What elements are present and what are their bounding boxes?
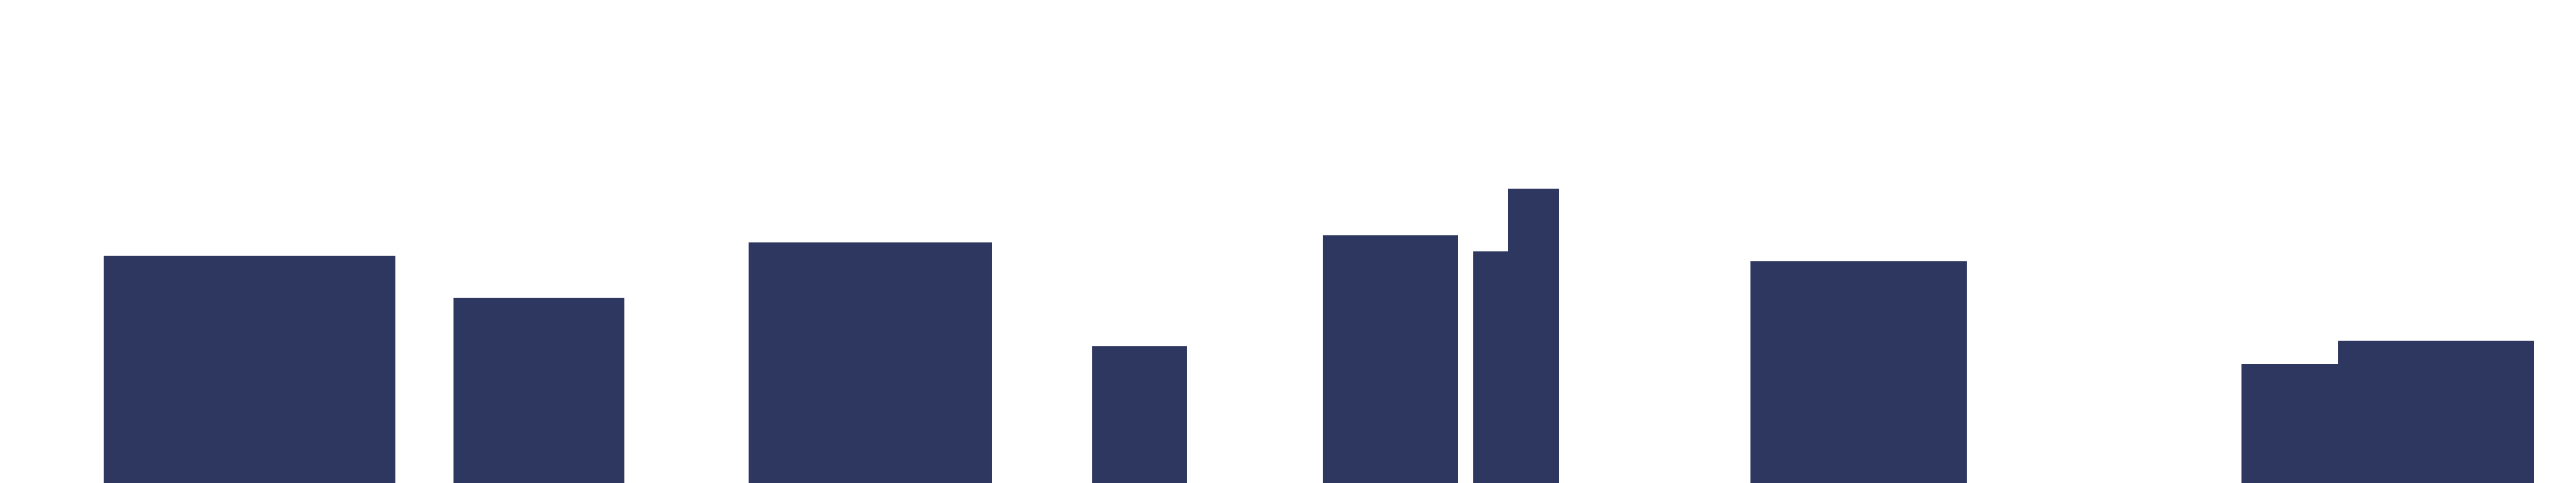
dark-block-2 <box>453 298 624 483</box>
dark-block-4 <box>1092 346 1187 483</box>
dark-block-7 <box>1750 261 1967 483</box>
dark-block-8-lower <box>2241 364 2339 483</box>
dark-block-6-lower <box>1473 251 1509 483</box>
dark-block-3 <box>749 242 992 483</box>
dark-block-6-upper <box>1508 189 1559 483</box>
dark-block-5 <box>1323 235 1458 483</box>
dark-block-1 <box>104 256 395 483</box>
dark-block-8-upper <box>2338 341 2534 483</box>
